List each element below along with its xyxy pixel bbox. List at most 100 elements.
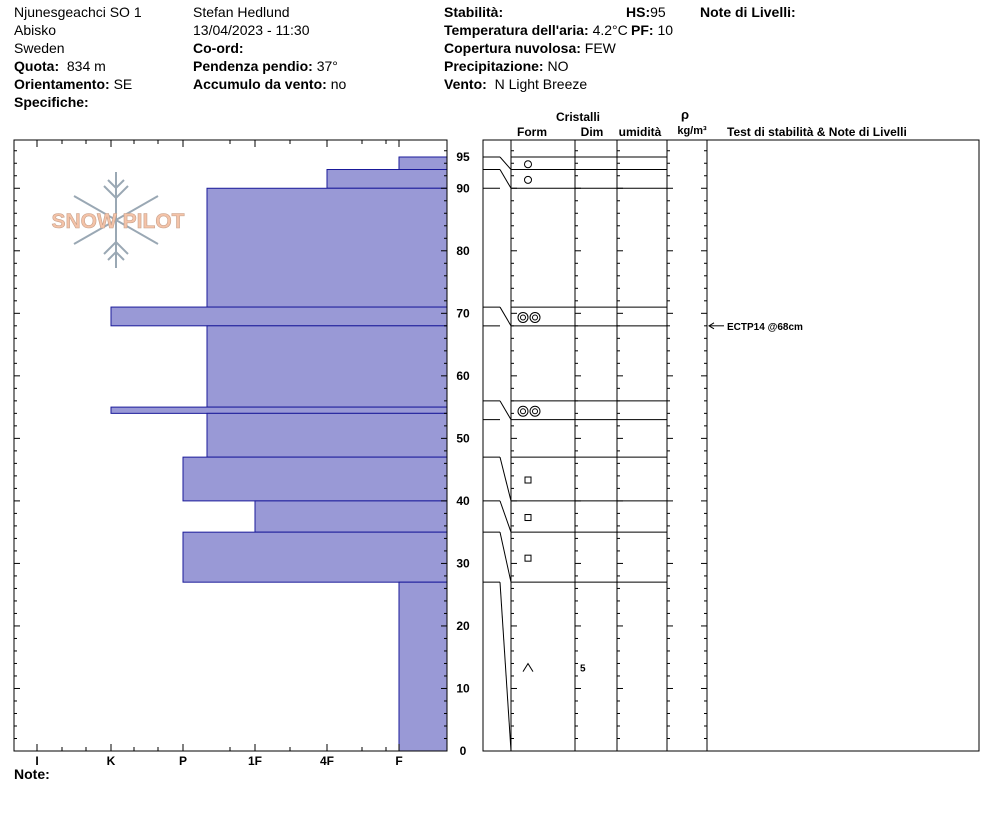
hardness-bar [326,169,448,189]
double-circle-crystal-icon [517,405,529,417]
location-name: Njunesgeachci SO 1 [14,4,142,20]
circle-crystal-icon [524,175,532,184]
row-connector [499,457,512,502]
hardness-bar [110,306,448,327]
pf-label: PF: [631,22,654,38]
depth-label: 10 [456,681,470,695]
hs-label: HS: [626,4,651,20]
air-temp-value: 4.2°C [592,22,628,38]
observer-info: Stefan Hedlund 13/04/2023 - 11:30 Co-ord… [193,3,346,93]
cloud-value: FEW [584,40,616,56]
double-circle-crystal-icon [532,314,538,321]
hardness-bar [110,406,448,414]
hardness-label: K [107,754,116,768]
depth-label: 80 [456,244,470,258]
hs-field: HS:95 [626,3,666,21]
row-connector [499,169,512,189]
wind-value: N Light Breeze [494,76,588,92]
quota-value: 834 m [66,58,106,74]
depth-label: 30 [456,556,470,570]
caret-crystal-icon [522,662,534,672]
wind-field: Vento: N Light Breeze [444,75,628,93]
location-info: Njunesgeachci SO 1 Abisko Sweden Quota: … [14,3,142,111]
orientation-value: SE [113,76,133,92]
country-name: Sweden [14,40,65,56]
depth-label: 90 [456,181,470,195]
depth-label: 0 [460,744,467,758]
double-circle-crystal-icon [529,405,541,417]
row-connector [499,500,512,533]
double-circle-crystal-icon [529,311,541,323]
observer-name: Stefan Hedlund [193,4,290,20]
note-label: Note: [14,766,50,782]
hardness-bar [206,412,448,458]
logo-text: SNOW PILOT [52,210,185,233]
square-crystal-icon [524,514,532,522]
double-circle-crystal-icon [520,314,526,321]
layer-notes-field: Note di Livelli: [700,3,796,21]
depth-label: 95 [456,150,470,164]
stability-field: Stabilità: [444,3,628,21]
hardness-bar [182,456,448,502]
double-circle-crystal-icon [517,311,529,323]
quota-label: Quota: [14,58,60,74]
density-unit-header: kg/m³ [677,125,707,137]
row-connector [499,400,512,420]
circle-crystal-icon [524,160,532,169]
double-circle-crystal-icon [532,408,538,415]
depth-label: 40 [456,494,470,508]
hardness-axis-labels: I K P 1F 4F F [35,754,402,768]
wind-label: Vento: [444,76,487,92]
arrow-head-icon [708,322,715,330]
specifics-label: Specifiche: [14,94,89,110]
crystal-dim: 5 [580,664,586,675]
hs-value: 95 [650,4,666,20]
snowpilot-logo: SNOW PILOT [51,172,185,268]
note-field: Note: [14,765,50,783]
hardness-bar [398,581,448,752]
air-temp-label: Temperatura dell'aria: [444,22,589,38]
orientation-field: Orientamento: SE [14,75,142,93]
crystal-rows: 5 [483,156,667,752]
humidity-header: umidità [619,125,662,139]
depth-label: 70 [456,306,470,320]
hardness-label: P [179,754,187,768]
depth-label: 50 [456,431,470,445]
specifics-field: Specifiche: [14,93,142,111]
depth-label: 60 [456,369,470,383]
hardness-bar [206,187,448,308]
hardness-label: 1F [248,754,262,768]
wind-load-label: Accumulo da vento: [193,76,327,92]
precip-field: Precipitazione: NO [444,57,628,75]
observation-datetime: 13/04/2023 - 11:30 [193,22,310,38]
snowflake-icon [73,172,159,268]
row-connector [499,582,512,752]
orientation-label: Orientamento: [14,76,110,92]
coord-field: Co-ord: [193,39,346,57]
test-label: ECTP14 @68cm [727,322,803,333]
row-connector [499,532,512,583]
rho-header: ρ [681,107,689,122]
table-ticks [511,150,707,752]
crystals-header: Cristalli [556,110,600,124]
hardness-bar [398,156,448,171]
pf-field: PF: 10 [631,21,673,39]
hardness-bars [110,156,448,752]
tests-header: Test di stabilità & Note di Livelli [727,125,907,139]
conditions-info: Stabilità: Temperatura dell'aria: 4.2°C … [444,3,628,93]
form-header: Form [517,125,547,139]
wind-load-field: Accumulo da vento: no [193,75,346,93]
double-circle-crystal-icon [520,408,526,415]
hardness-label: F [395,754,402,768]
layer-notes-label: Note di Livelli: [700,4,796,20]
crystal-table-frame [482,139,980,752]
quota-field: Quota: 834 m [14,57,142,75]
wind-load-value: no [330,76,347,92]
region-name: Abisko [14,22,57,38]
square-crystal-icon [524,476,532,484]
hardness-bar [206,325,448,408]
hardness-bar [254,500,448,533]
hardness-bar [182,531,448,583]
dim-header: Dim [581,125,604,139]
